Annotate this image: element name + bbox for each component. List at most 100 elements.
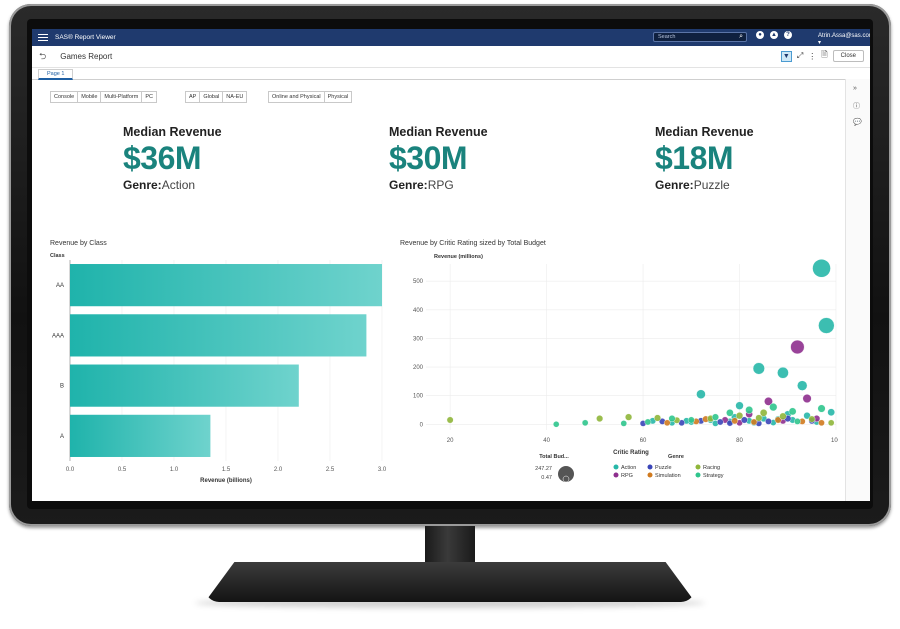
bubble (777, 366, 789, 379)
bubble (794, 418, 801, 425)
y-tick-label: AAA (52, 333, 64, 339)
more-options-icon[interactable]: ⋮ (808, 51, 817, 61)
size-legend-max-bubble (558, 466, 574, 482)
filter-button-multi-platform[interactable]: Multi-Platform (101, 92, 143, 102)
filter-button-na-eu[interactable]: NA-EU (223, 92, 247, 102)
kpi-genre: Action (161, 178, 196, 192)
bubble (752, 362, 765, 375)
help-icon[interactable]: ? (784, 31, 792, 39)
legend-label: Puzzle (655, 465, 672, 471)
legend-label: Action (621, 465, 636, 471)
app-title: SAS® Report Viewer (55, 34, 116, 41)
monitor-base-shadow (195, 598, 705, 608)
bubble (790, 339, 805, 355)
bubble (802, 394, 812, 404)
kpi-genre-label: Genre: (123, 178, 162, 192)
user-menu[interactable]: Atrin.Assa@sas.com ▾ (818, 33, 870, 46)
alerts-icon[interactable]: 🗎 (821, 50, 828, 59)
legend-label: Simulation (655, 473, 681, 479)
comments-icon[interactable]: 💬 (853, 119, 862, 126)
legend-label: Strategy (703, 473, 724, 479)
report-title: Games Report (60, 52, 113, 61)
bubble (827, 419, 835, 427)
bubble (596, 415, 604, 423)
bubble (735, 412, 744, 420)
bar (70, 364, 299, 407)
search-icon[interactable]: ⌕ (739, 33, 743, 40)
legend-swatch (613, 472, 619, 478)
bubble (745, 406, 754, 414)
legend-swatch (695, 472, 701, 478)
bubble (769, 403, 778, 412)
bar-chart-title: Revenue by Class (50, 240, 107, 247)
bubble (663, 419, 671, 427)
bubble (808, 415, 816, 423)
bubble (668, 415, 676, 423)
bubble (644, 418, 652, 426)
kpi-puzzle: Median Revenue $18M Genre:Puzzle (655, 125, 754, 192)
x-tick-label: 2.0 (274, 467, 283, 473)
x-tick-label: 0.5 (118, 467, 127, 473)
x-tick-label: 2.5 (326, 467, 335, 473)
kpi-value: $30M (389, 140, 468, 176)
filter-button-mobile[interactable]: Mobile (78, 92, 102, 102)
bubble (818, 317, 835, 334)
back-arrow-icon[interactable]: ⮌ (39, 50, 47, 61)
x-tick-label: 0.0 (66, 467, 75, 473)
report-header-bar: ⮌ Games Report ▼ ⤢ ⋮ 🗎 Close (32, 46, 870, 68)
hamburger-menu-icon[interactable] (38, 33, 48, 42)
legend-label: RPG (621, 473, 633, 479)
bar (70, 314, 367, 357)
filter-button-ap[interactable]: AP (186, 92, 201, 102)
bubble (740, 416, 748, 424)
bubble (625, 413, 633, 421)
close-button[interactable]: Close (832, 50, 864, 62)
notifications-icon[interactable]: ▲ (770, 31, 778, 39)
filter-button-console[interactable]: Console (51, 92, 79, 102)
bubble (788, 407, 797, 416)
apps-icon[interactable]: ● (756, 31, 764, 39)
x-tick-label: 80 (736, 438, 743, 444)
kpi-value: $36M (123, 140, 202, 176)
size-legend-min-bubble (562, 475, 570, 483)
genre-legend-title: Genre (668, 454, 684, 460)
y-tick-label: A (60, 434, 64, 440)
kpi-genre: Puzzle (693, 178, 730, 192)
x-tick-label: 3.0 (378, 467, 387, 473)
top-app-bar: SAS® Report Viewer Search ⌕ ● ▲ ? Atrin.… (32, 29, 870, 46)
y-tick-label: 100 (413, 394, 424, 400)
filter-button-global[interactable]: Global (200, 92, 224, 102)
kpi-value: $18M (655, 140, 734, 176)
bubble (759, 409, 768, 417)
platform-filter: Console Mobile Multi-Platform PC (50, 91, 157, 103)
bubble (726, 409, 734, 417)
filter-button-online-and-physical[interactable]: Online and Physical (269, 92, 325, 102)
x-axis-title: Critic Rating (613, 450, 649, 456)
legend-swatch (613, 464, 619, 470)
monitor-stand-neck (425, 526, 475, 564)
collapse-panel-icon[interactable]: » (853, 85, 857, 92)
info-icon[interactable]: ⓘ (853, 103, 860, 110)
fullscreen-icon[interactable]: ⤢ (796, 51, 804, 60)
kpi-action: Median Revenue $36M Genre:Action (123, 125, 222, 192)
y-tick-label: 500 (413, 279, 424, 285)
search-input[interactable]: Search ⌕ (653, 32, 747, 42)
size-legend-title: Total Bud... (539, 454, 569, 460)
y-tick-label: 400 (413, 308, 424, 314)
legend-swatch (695, 464, 701, 470)
bubble (731, 417, 739, 425)
y-tick-label: 0 (420, 422, 424, 428)
tab-page-1[interactable]: Page 1 (38, 69, 74, 80)
kpi-genre-label: Genre: (655, 178, 694, 192)
filter-button-pc[interactable]: PC (142, 92, 156, 102)
bubble (750, 418, 758, 426)
bubble (687, 416, 695, 424)
filter-button-physical[interactable]: Physical (324, 92, 352, 102)
bubble (827, 408, 835, 417)
report-canvas: Console Mobile Multi-Platform PC AP Glob… (32, 80, 844, 501)
bubble (716, 418, 724, 426)
x-tick-label: 20 (447, 438, 454, 444)
bubble (764, 397, 773, 406)
filter-icon[interactable]: ▼ (780, 50, 792, 62)
